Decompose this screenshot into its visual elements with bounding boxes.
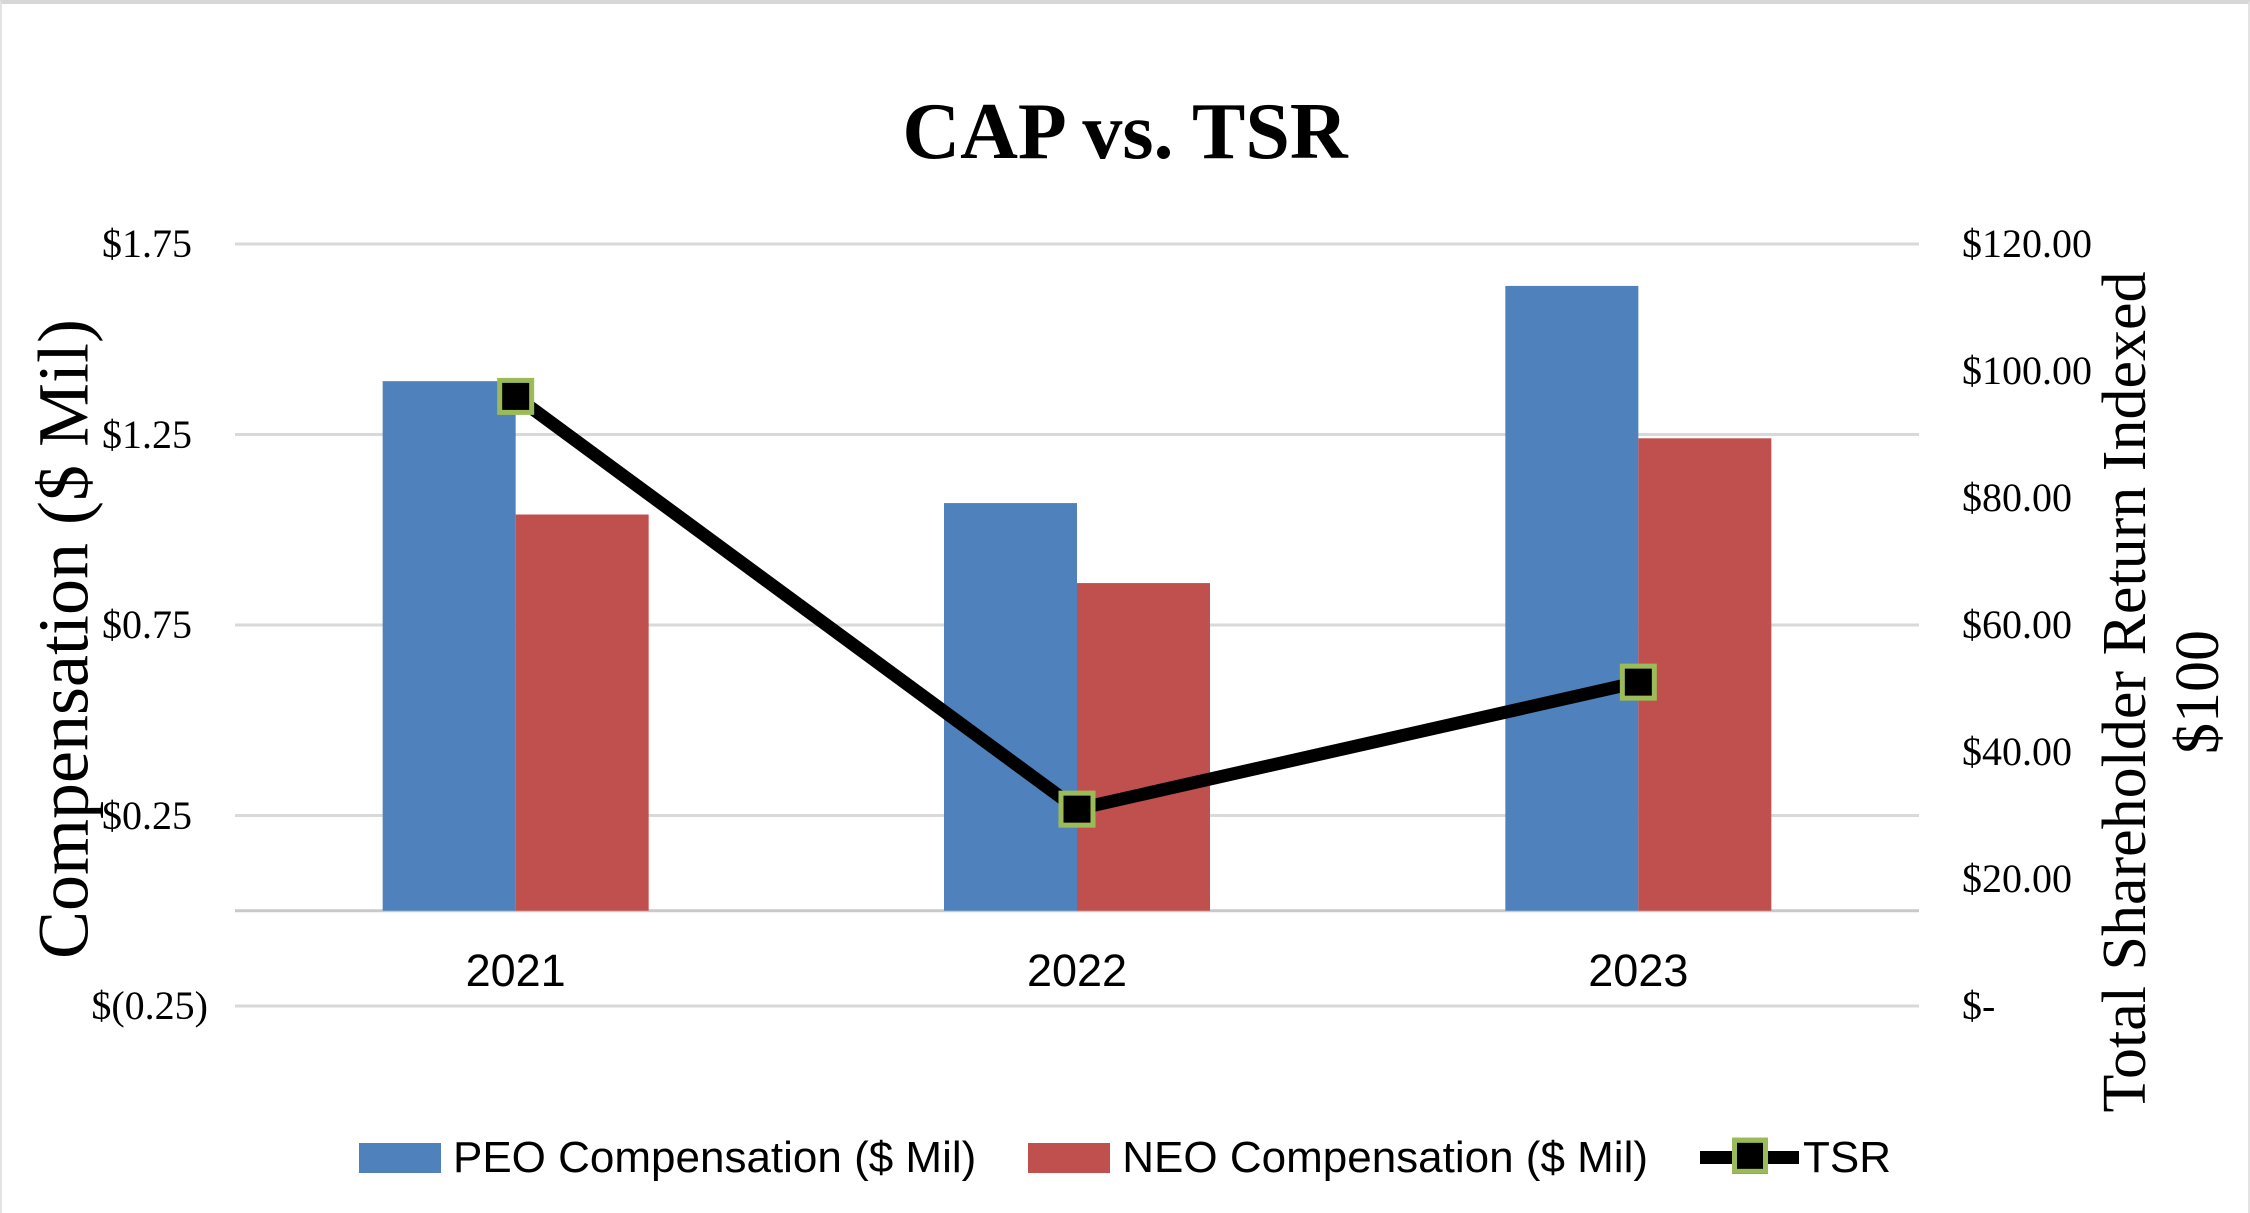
bar-peo-2023	[1505, 285, 1639, 911]
plot-area	[235, 242, 1919, 1008]
left-axis-tick-label: $(0.25)	[91, 983, 208, 1028]
neo-legend-label: NEO Compensation ($ Mil)	[1122, 1133, 1649, 1182]
right-axis-tick-label: $80.00	[1962, 475, 2072, 520]
right-axis-tick-label: $20.00	[1962, 856, 2072, 901]
tsr-legend-marker	[1731, 1137, 1768, 1174]
bar-neo-2023	[1638, 438, 1772, 911]
tsr-marker-2021	[497, 377, 535, 415]
left-axis-tick-label: $1.25	[102, 411, 192, 457]
peo-legend-label: PEO Compensation ($ Mil)	[452, 1133, 977, 1182]
peo-legend-swatch	[358, 1143, 441, 1173]
legend-item-peo: PEO Compensation ($ Mil)	[358, 1133, 977, 1182]
right-axis-tick-label: $40.00	[1962, 729, 2072, 774]
x-axis-label: 2021	[465, 945, 566, 996]
tsr-legend-label: TSR	[1803, 1133, 1892, 1182]
tsr-line-marker-icon	[1700, 1137, 1800, 1177]
bar-peo-2021	[382, 381, 516, 911]
tsr-marker-2022	[1058, 790, 1096, 828]
bar-neo-2021	[515, 514, 649, 911]
x-axis-label: 2023	[1588, 945, 1689, 996]
legend-item-neo: NEO Compensation ($ Mil)	[1028, 1136, 1648, 1180]
neo-legend-swatch	[1028, 1143, 1111, 1173]
right-axis-tick-label: $120.00	[1962, 221, 2092, 266]
tsr-marker-2023	[1619, 663, 1657, 701]
legend-item-tsr: TSR	[1700, 1136, 1891, 1180]
bar-peo-2022	[944, 503, 1077, 911]
right-axis-tick-label: $-	[1962, 983, 1996, 1028]
left-axis-tick-label: $0.75	[102, 602, 192, 647]
right-axis-tick-label: $100.00	[1962, 348, 2092, 393]
chart-title: CAP vs. TSR	[902, 88, 1348, 176]
bar-neo-2022	[1077, 583, 1210, 911]
legend: PEO Compensation ($ Mil) NEO Compensatio…	[2, 1128, 2248, 1188]
left-axis-tick-label: $0.25	[102, 792, 192, 838]
left-axis-tick-label: $1.75	[102, 221, 192, 266]
x-axis-label: 2022	[1026, 945, 1128, 996]
right-axis-tick-label: $60.00	[1962, 602, 2072, 647]
